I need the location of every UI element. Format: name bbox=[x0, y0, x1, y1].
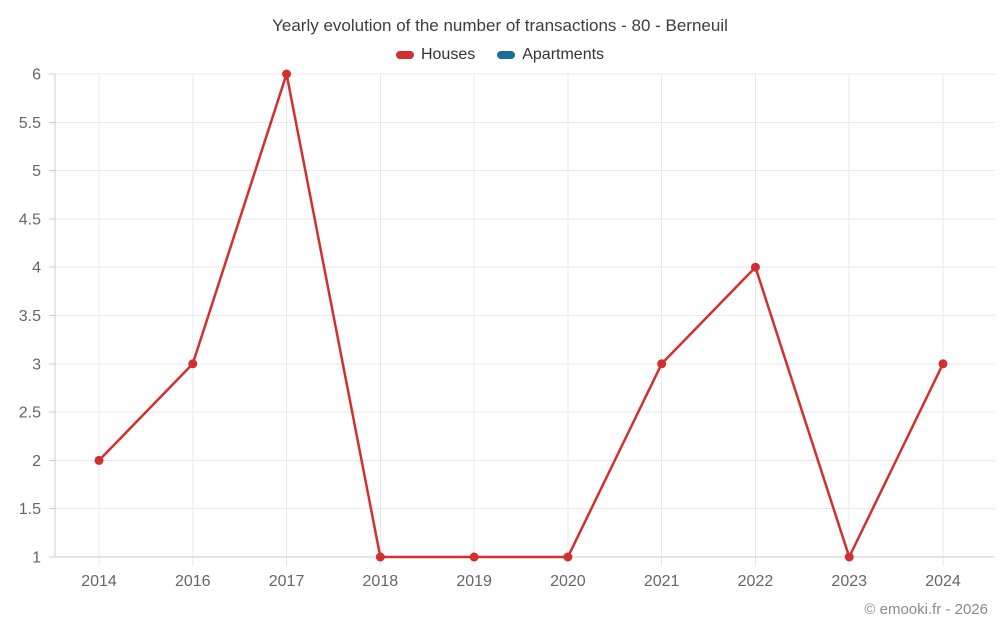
x-axis-label: 2024 bbox=[925, 573, 961, 590]
y-axis-label: 1 bbox=[32, 550, 41, 567]
chart-title: Yearly evolution of the number of transa… bbox=[272, 16, 728, 35]
x-axis-label: 2022 bbox=[738, 573, 774, 590]
houses-point-2021[interactable] bbox=[657, 359, 667, 369]
y-axis-label: 6 bbox=[32, 67, 41, 84]
y-axis-label: 2 bbox=[32, 453, 41, 470]
legend-label: Apartments bbox=[522, 46, 605, 63]
x-axis-label: 2020 bbox=[550, 573, 586, 590]
x-axis-label: 2021 bbox=[644, 573, 680, 590]
legend: Houses Apartments bbox=[0, 46, 1000, 64]
y-axis-label: 4.5 bbox=[19, 211, 41, 228]
y-axis-label: 3 bbox=[32, 356, 41, 373]
houses-point-2018[interactable] bbox=[375, 552, 385, 562]
x-axis-label: 2018 bbox=[363, 573, 399, 590]
series-houses bbox=[94, 69, 948, 562]
x-axis-label: 2014 bbox=[81, 573, 117, 590]
houses-point-2024[interactable] bbox=[938, 359, 948, 369]
y-axis-label: 3.5 bbox=[19, 308, 41, 325]
houses-point-2014[interactable] bbox=[94, 455, 104, 465]
houses-point-2023[interactable] bbox=[844, 552, 854, 562]
x-axis-label: 2016 bbox=[175, 573, 211, 590]
houses-point-2017[interactable] bbox=[282, 69, 292, 79]
houses-line bbox=[97, 72, 945, 559]
y-axis-label: 2.5 bbox=[19, 405, 41, 422]
y-axis-label: 5 bbox=[32, 163, 41, 180]
watermark: © emooki.fr - 2026 bbox=[864, 601, 988, 618]
y-axis-label: 4 bbox=[32, 260, 41, 277]
legend-label: Houses bbox=[420, 46, 476, 63]
houses-point-2019[interactable] bbox=[469, 552, 479, 562]
y-axis-label: 1.5 bbox=[19, 501, 41, 518]
y-axis-label: 5.5 bbox=[19, 115, 41, 132]
houses-point-2016[interactable] bbox=[188, 359, 198, 369]
houses-point-2020[interactable] bbox=[563, 552, 573, 562]
x-axis-label: 2023 bbox=[831, 573, 867, 590]
legend-swatch-houses bbox=[395, 51, 414, 59]
legend-swatch-apartments bbox=[497, 51, 516, 59]
x-axis-label: 2019 bbox=[456, 573, 492, 590]
legend-item-apartments[interactable]: Apartments bbox=[497, 46, 604, 64]
houses-point-2022[interactable] bbox=[750, 262, 760, 272]
legend-item-houses[interactable]: Houses bbox=[395, 46, 476, 64]
x-axis-label: 2017 bbox=[269, 573, 305, 590]
